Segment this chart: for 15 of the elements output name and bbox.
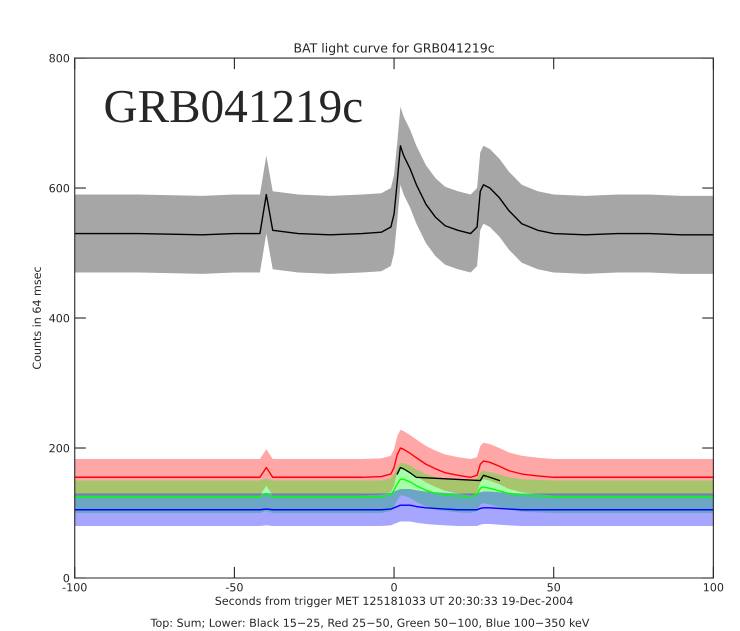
chart-title: BAT light curve for GRB041219c <box>294 43 494 56</box>
y-tick-label: 0 <box>64 574 70 582</box>
x-tick-label: 0 <box>391 583 397 592</box>
x-axis-title: Seconds from trigger MET 125181033 UT 20:30:33 19-Dec-2004 <box>216 596 573 608</box>
x-tick-label: -100 <box>62 583 87 592</box>
x-tick-label: 100 <box>704 583 724 592</box>
annotation: GRB041219c <box>105 90 362 122</box>
y-tick-label: 200 <box>49 444 70 452</box>
y-tick-label: 400 <box>49 314 70 322</box>
x-tick-label: 50 <box>547 583 560 592</box>
y-tick-label: 800 <box>49 54 70 62</box>
x-tick-label: -50 <box>226 583 243 592</box>
text: Top: Sum; Lower: Black 15−25, Red 25−50, Green 50−100, Blue 100−350 keV <box>150 618 590 630</box>
y-axis-title: Counts in 64 msec <box>32 267 41 369</box>
y-tick-label: 600 <box>49 184 70 192</box>
